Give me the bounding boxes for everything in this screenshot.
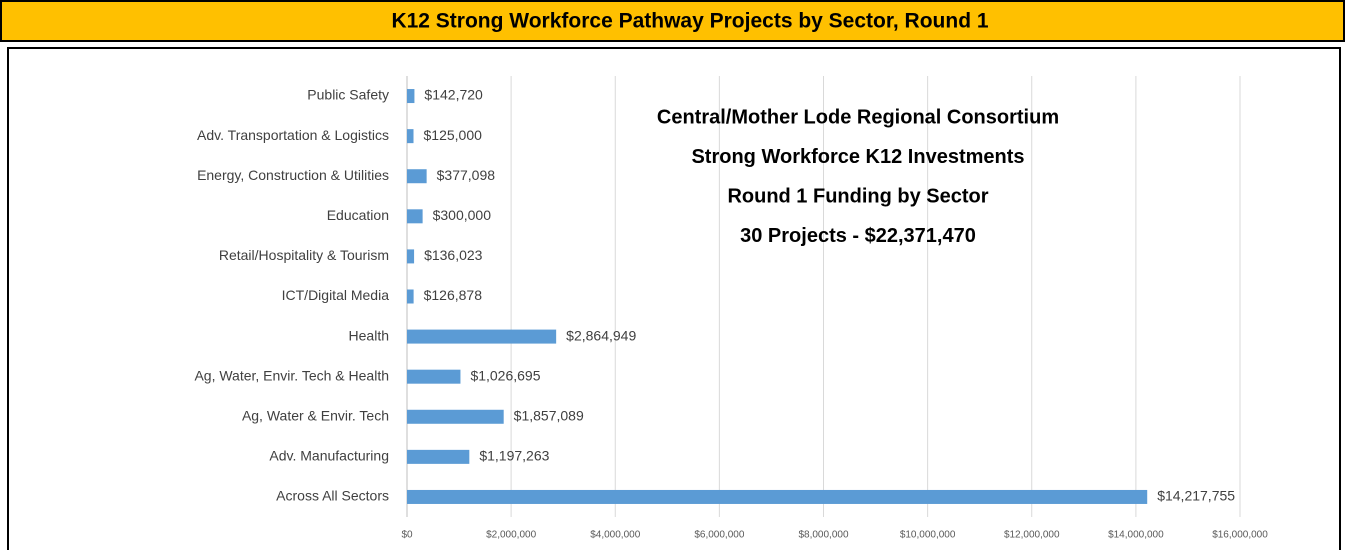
x-tick-label: $8,000,000	[798, 530, 848, 541]
data-label: $1,197,263	[479, 448, 549, 464]
bar	[407, 249, 415, 264]
y-tick-label: Ag, Water & Envir. Tech	[242, 407, 389, 423]
bar	[407, 409, 504, 424]
y-tick-label: Health	[349, 327, 389, 343]
y-tick-label: Across All Sectors	[276, 488, 389, 504]
x-tick-label: $6,000,000	[694, 530, 744, 541]
data-label: $142,720	[424, 87, 483, 103]
bar	[407, 489, 1148, 504]
bar	[407, 89, 415, 104]
bar	[407, 209, 423, 224]
data-label: $377,098	[437, 167, 496, 183]
chart-frame	[7, 47, 1341, 555]
y-tick-label: Adv. Transportation & Logistics	[197, 127, 389, 143]
y-tick-label: Retail/Hospitality & Tourism	[219, 247, 389, 263]
y-tick-label: Ag, Water, Envir. Tech & Health	[194, 367, 389, 383]
data-label: $300,000	[433, 207, 492, 223]
x-tick-label: $14,000,000	[1108, 530, 1164, 541]
bar	[407, 169, 427, 184]
x-tick-label: $2,000,000	[486, 530, 536, 541]
data-label: $125,000	[424, 127, 483, 143]
x-tick-label: $12,000,000	[1004, 530, 1060, 541]
bar	[407, 449, 470, 464]
x-tick-label: $16,000,000	[1212, 530, 1268, 541]
annotation: 30 Projects - $22,371,470	[740, 225, 976, 247]
x-tick-label: $10,000,000	[900, 530, 956, 541]
data-label: $2,864,949	[566, 327, 636, 343]
data-label: $1,857,089	[514, 407, 584, 423]
data-label: $126,878	[424, 287, 483, 303]
annotation: Central/Mother Lode Regional Consortium	[657, 106, 1059, 128]
header-title: K12 Strong Workforce Pathway Projects by…	[391, 10, 988, 33]
data-label: $14,217,755	[1157, 488, 1235, 504]
y-tick-label: Education	[327, 207, 389, 223]
bar	[407, 329, 557, 344]
bar	[407, 289, 414, 304]
data-label: $1,026,695	[470, 367, 540, 383]
y-tick-label: Adv. Manufacturing	[269, 448, 389, 464]
x-tick-label: $4,000,000	[590, 530, 640, 541]
bar	[407, 369, 461, 384]
y-tick-label: ICT/Digital Media	[282, 287, 390, 303]
annotation: Round 1 Funding by Sector	[727, 185, 988, 207]
y-tick-label: Public Safety	[307, 87, 389, 103]
data-label: $136,023	[424, 247, 483, 263]
header-banner	[0, 0, 1345, 42]
y-tick-label: Energy, Construction & Utilities	[197, 167, 389, 183]
annotation: Strong Workforce K12 Investments	[691, 146, 1024, 168]
x-tick-label: $0	[401, 530, 413, 541]
bar	[407, 129, 414, 144]
